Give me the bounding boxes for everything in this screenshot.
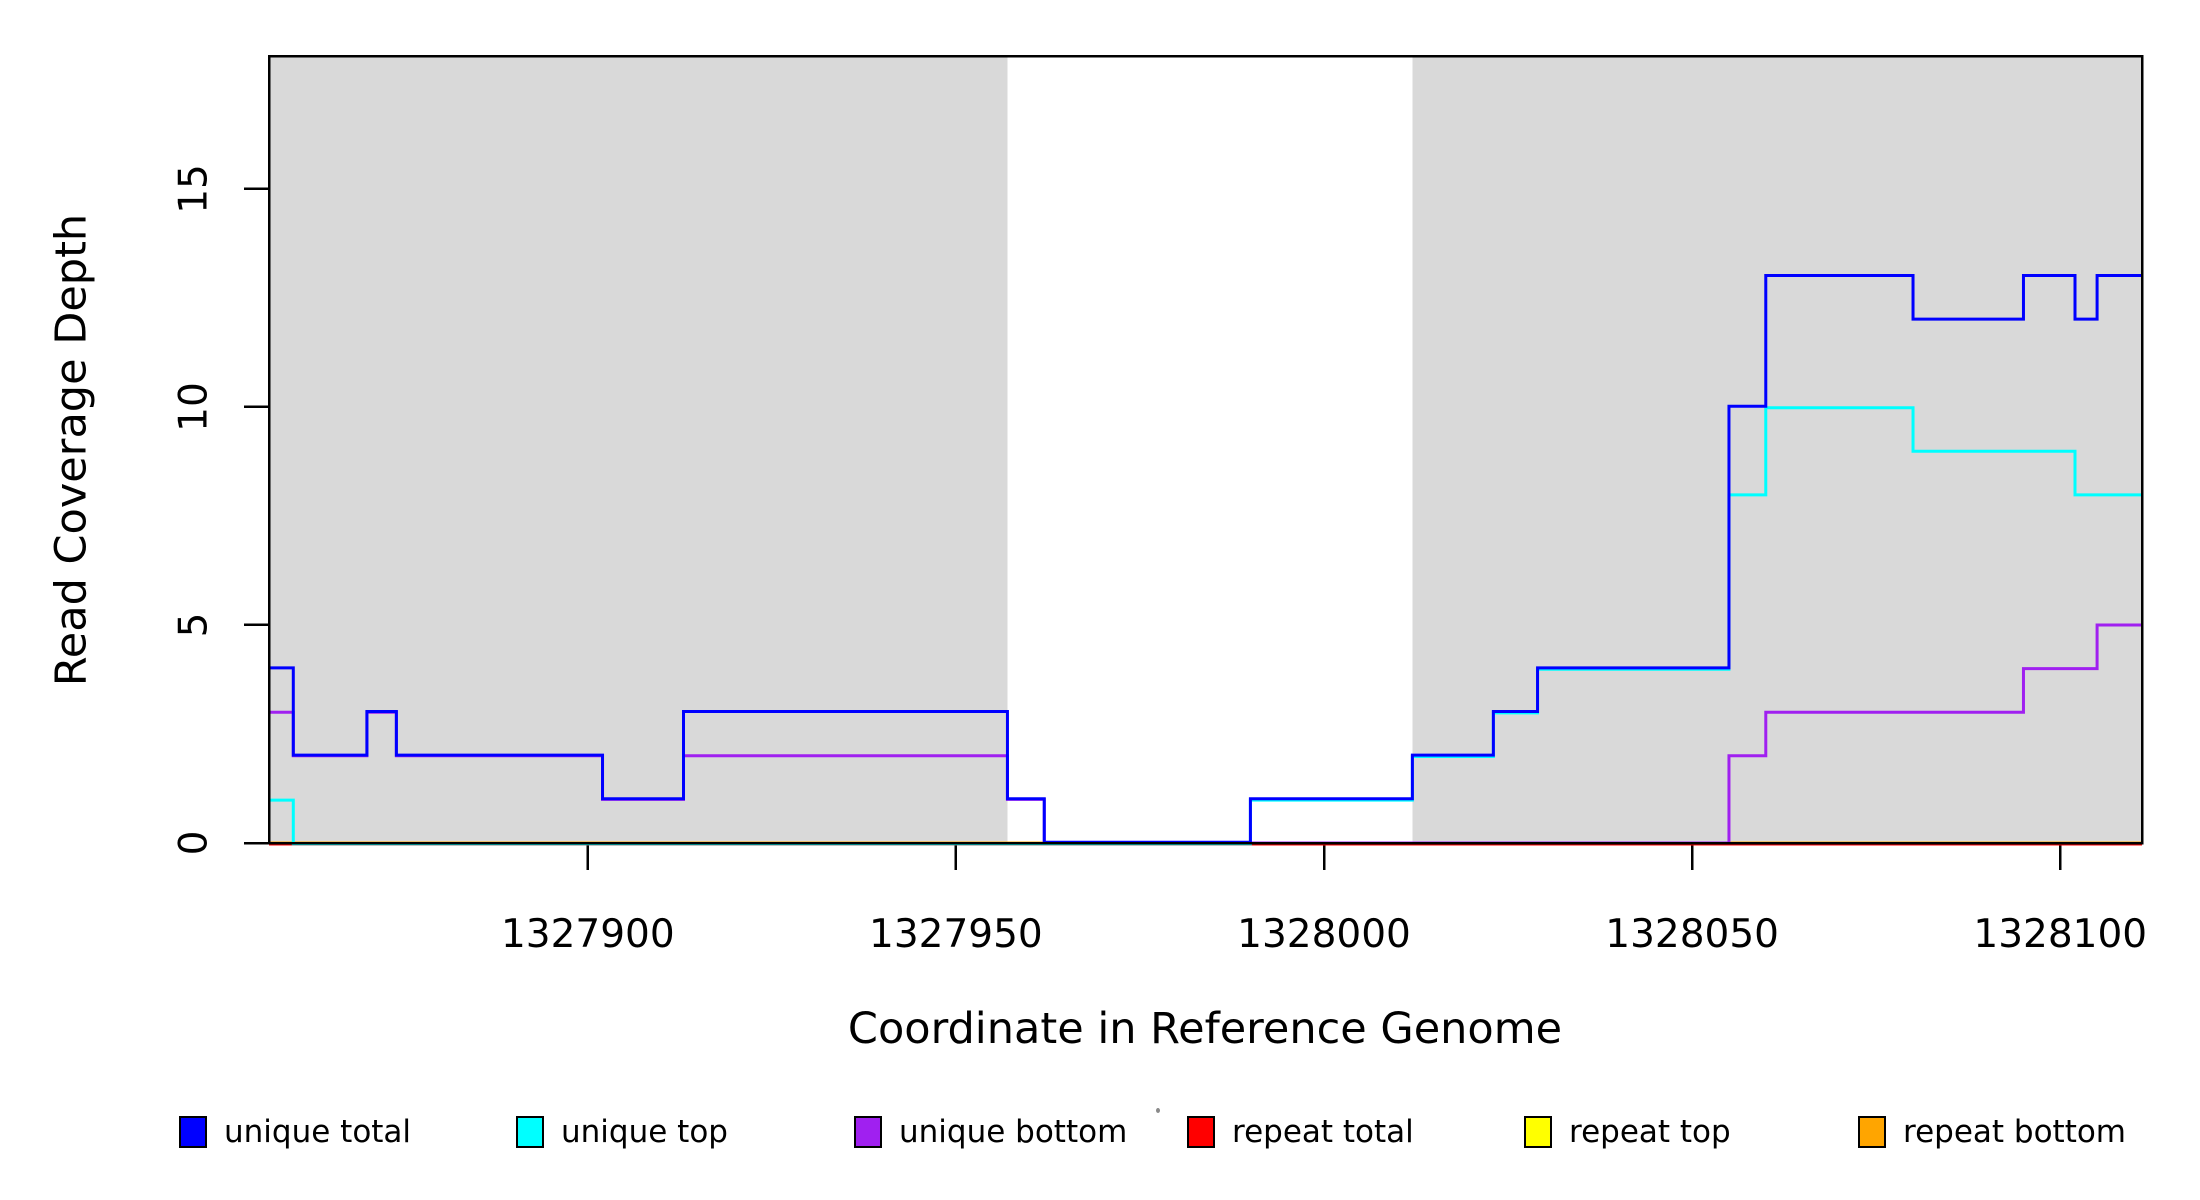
legend-label: unique total [224,1114,412,1150]
x-tick-label: 1328050 [1605,912,1779,957]
legend-swatch [1187,1116,1215,1148]
y-tick-label: 0 [172,831,217,856]
legend-label: repeat top [1569,1114,1731,1150]
series-line-unique-total [269,273,2142,844]
legend-item-unique-top: unique top [516,1106,728,1158]
legend-swatch [179,1116,207,1148]
legend-item-repeat-bottom: repeat bottom [1858,1106,2126,1158]
y-tick-label: 5 [172,613,217,638]
stray-dot [1156,1108,1160,1113]
legend-swatch [516,1116,544,1148]
legend-label: repeat bottom [1903,1114,2127,1150]
chart-legend: unique total unique top unique bottom repea… [0,1106,2200,1158]
legend-item-unique-bottom: unique bottom [854,1106,1127,1158]
shaded-region [269,56,1008,843]
y-axis-title: Read Coverage Depth [46,213,97,687]
y-tick-label: 10 [172,382,217,432]
legend-label: repeat total [1232,1114,1414,1150]
shaded-region [1412,56,2142,843]
legend-item-unique-total: unique total [179,1106,411,1158]
legend-label: unique top [561,1114,728,1150]
legend-swatch [854,1116,882,1148]
x-tick-label: 1328000 [1237,912,1411,957]
legend-item-repeat-top: repeat top [1524,1106,1731,1158]
x-axis-title: Coordinate in Reference Genome [847,1004,1563,1054]
y-tick-label: 15 [172,164,217,214]
legend-swatch [1524,1116,1552,1148]
x-tick-label: 1327950 [869,912,1043,957]
x-tick-label: 1327900 [501,912,675,957]
legend-item-repeat-total: repeat total [1187,1106,1414,1158]
x-tick-label: 1328100 [1973,912,2147,957]
legend-label: unique bottom [899,1114,1128,1150]
legend-swatch [1858,1116,1886,1148]
plot-border [267,54,2144,845]
